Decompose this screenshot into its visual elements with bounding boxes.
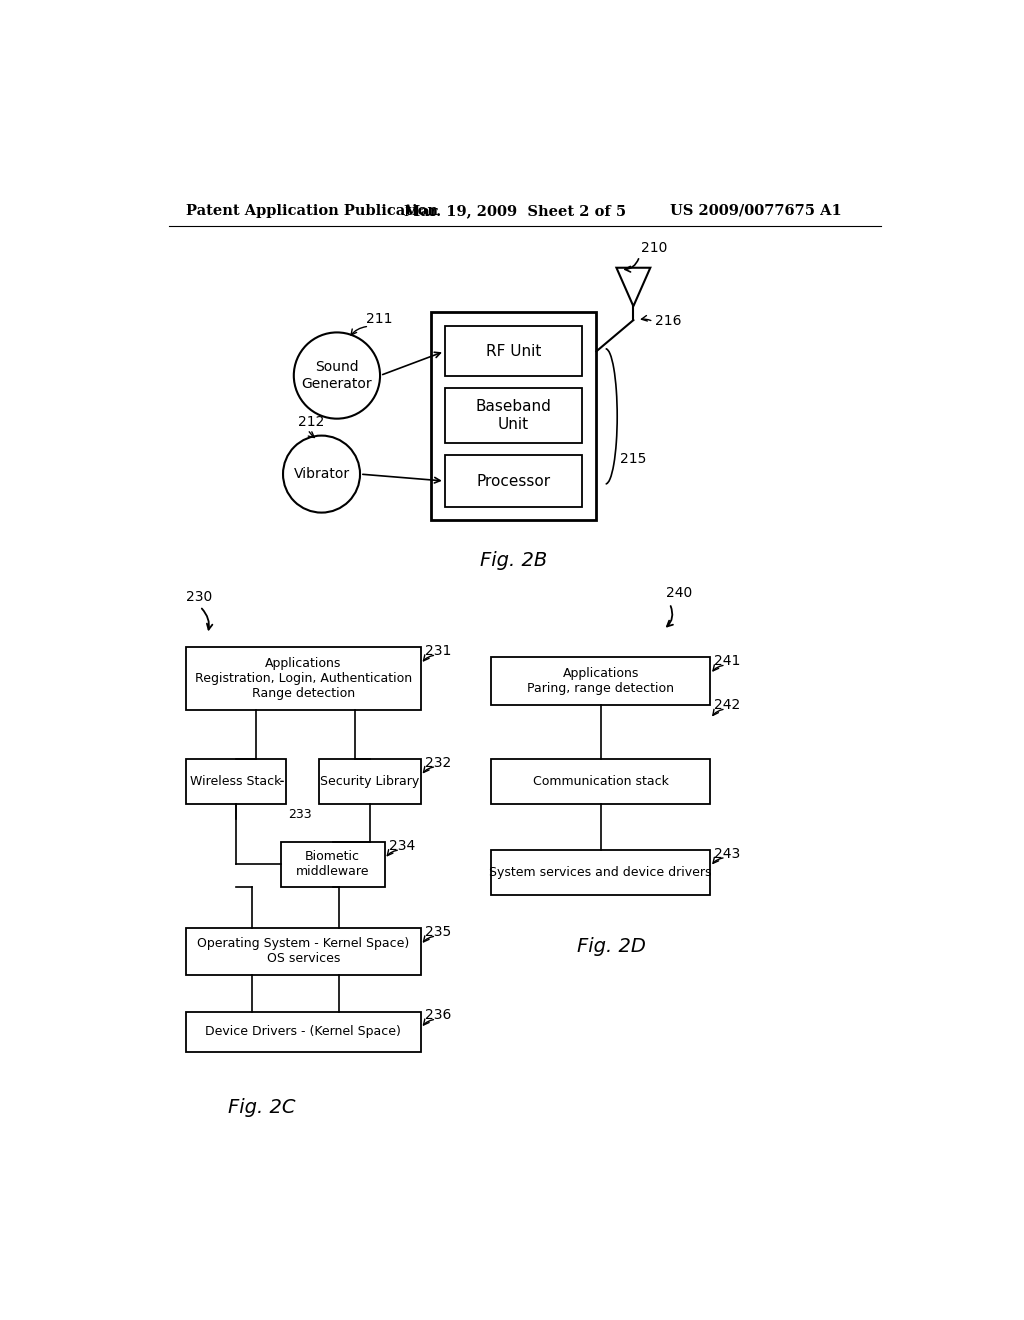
Text: 241: 241 bbox=[714, 655, 740, 668]
Text: 211: 211 bbox=[367, 313, 392, 326]
Text: 232: 232 bbox=[425, 755, 451, 770]
Text: Security Library: Security Library bbox=[321, 775, 420, 788]
Text: 216: 216 bbox=[655, 314, 681, 329]
Text: 233: 233 bbox=[288, 808, 311, 821]
Polygon shape bbox=[186, 647, 421, 710]
Text: Baseband
Unit: Baseband Unit bbox=[475, 400, 551, 432]
Text: 230: 230 bbox=[186, 590, 212, 605]
Polygon shape bbox=[186, 928, 421, 974]
Text: Wireless Stack: Wireless Stack bbox=[190, 775, 282, 788]
Polygon shape bbox=[281, 842, 385, 887]
Text: Applications
Paring, range detection: Applications Paring, range detection bbox=[527, 667, 674, 696]
Text: Device Drivers - (Kernel Space): Device Drivers - (Kernel Space) bbox=[206, 1026, 401, 1038]
Text: 231: 231 bbox=[425, 644, 452, 659]
Text: Mar. 19, 2009  Sheet 2 of 5: Mar. 19, 2009 Sheet 2 of 5 bbox=[403, 203, 626, 218]
Polygon shape bbox=[616, 268, 650, 306]
Text: Operating System - Kernel Space)
OS services: Operating System - Kernel Space) OS serv… bbox=[198, 937, 410, 965]
Text: Fig. 2C: Fig. 2C bbox=[227, 1097, 295, 1117]
Text: US 2009/0077675 A1: US 2009/0077675 A1 bbox=[670, 203, 842, 218]
Text: 236: 236 bbox=[425, 1008, 452, 1022]
Polygon shape bbox=[431, 313, 596, 520]
Polygon shape bbox=[444, 455, 582, 507]
Polygon shape bbox=[319, 759, 421, 804]
Text: Sound
Generator: Sound Generator bbox=[302, 360, 373, 391]
Text: Processor: Processor bbox=[476, 474, 550, 488]
Text: Biometic
middleware: Biometic middleware bbox=[296, 850, 370, 879]
Text: Fig. 2D: Fig. 2D bbox=[578, 937, 646, 957]
Polygon shape bbox=[490, 850, 711, 895]
Text: 240: 240 bbox=[666, 586, 692, 601]
Polygon shape bbox=[490, 657, 711, 705]
Text: Applications
Registration, Login, Authentication
Range detection: Applications Registration, Login, Authen… bbox=[195, 657, 412, 701]
Text: 234: 234 bbox=[388, 840, 415, 853]
Text: RF Unit: RF Unit bbox=[485, 343, 541, 359]
Text: 210: 210 bbox=[641, 242, 668, 255]
Circle shape bbox=[294, 333, 380, 418]
Text: Fig. 2B: Fig. 2B bbox=[480, 550, 547, 570]
Text: 215: 215 bbox=[620, 451, 646, 466]
Text: Vibrator: Vibrator bbox=[294, 467, 349, 480]
Polygon shape bbox=[444, 326, 582, 376]
Polygon shape bbox=[444, 388, 582, 444]
Text: 235: 235 bbox=[425, 925, 451, 939]
Polygon shape bbox=[490, 759, 711, 804]
Polygon shape bbox=[186, 1011, 421, 1052]
Text: Patent Application Publication: Patent Application Publication bbox=[186, 203, 438, 218]
Polygon shape bbox=[186, 759, 286, 804]
Circle shape bbox=[283, 436, 360, 512]
Text: 242: 242 bbox=[714, 698, 740, 711]
Text: 243: 243 bbox=[714, 846, 740, 861]
Text: Communication stack: Communication stack bbox=[532, 775, 669, 788]
Text: 212: 212 bbox=[298, 416, 325, 429]
Text: System services and device drivers: System services and device drivers bbox=[489, 866, 712, 879]
